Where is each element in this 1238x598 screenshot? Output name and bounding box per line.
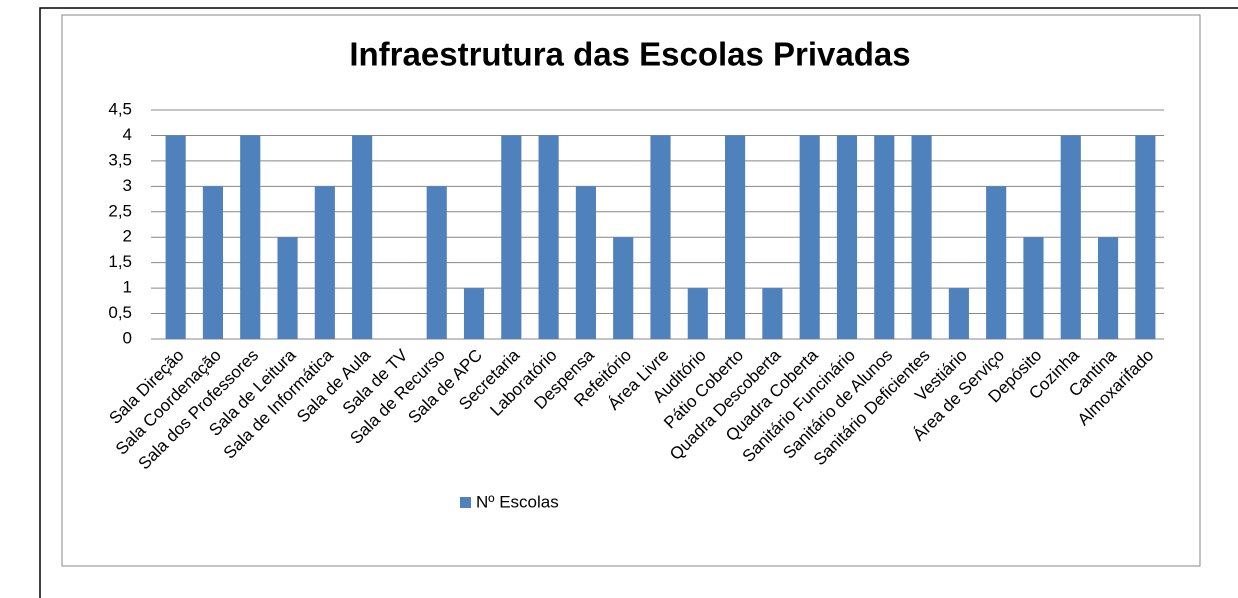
bar	[463, 288, 485, 339]
bar	[352, 135, 373, 339]
bar	[1097, 237, 1119, 339]
bar	[874, 135, 895, 339]
legend-label: Nº Escolas	[476, 492, 559, 511]
y-tick-label: 0	[123, 328, 132, 347]
chart-title: Infraestrutura das Escolas Privadas	[349, 36, 910, 73]
bar	[426, 186, 447, 339]
bar	[202, 186, 224, 339]
bar	[1060, 135, 1081, 339]
bar	[986, 186, 1007, 339]
page-border	[39, 7, 1238, 598]
y-tick-label: 4,5	[108, 99, 132, 118]
bar	[836, 135, 858, 339]
bar	[1135, 135, 1156, 339]
y-tick-label: 3,5	[108, 150, 132, 169]
bar	[538, 135, 559, 339]
bar	[762, 288, 783, 339]
bar	[911, 135, 932, 339]
bar	[725, 135, 746, 339]
bar	[240, 135, 261, 339]
bar	[314, 186, 335, 339]
bar	[575, 186, 596, 339]
y-tick-label: 4	[123, 125, 132, 144]
y-tick-label: 2	[123, 227, 132, 246]
y-tick-label: 1	[123, 278, 132, 297]
legend-swatch	[460, 497, 471, 508]
bar	[948, 288, 969, 339]
y-tick-label: 2,5	[108, 201, 132, 220]
bar	[501, 135, 522, 339]
y-tick-label: 0,5	[108, 303, 132, 322]
bar	[687, 288, 708, 339]
y-tick-label: 1,5	[108, 252, 132, 271]
bar	[1023, 237, 1044, 339]
bar	[165, 135, 186, 339]
y-tick-label: 3	[123, 176, 132, 195]
bar	[799, 135, 820, 339]
bar	[613, 237, 634, 339]
bar	[650, 135, 671, 339]
bar	[277, 237, 298, 339]
